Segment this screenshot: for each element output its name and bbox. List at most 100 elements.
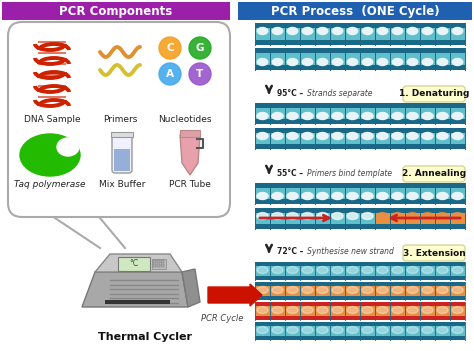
Text: PCR Cycle: PCR Cycle <box>201 314 243 323</box>
Circle shape <box>159 37 181 59</box>
Ellipse shape <box>437 326 448 333</box>
Ellipse shape <box>302 113 313 119</box>
Ellipse shape <box>272 27 283 34</box>
Ellipse shape <box>332 59 343 66</box>
Ellipse shape <box>257 27 268 34</box>
Ellipse shape <box>437 59 448 66</box>
Ellipse shape <box>347 306 358 313</box>
Ellipse shape <box>317 59 328 66</box>
Bar <box>255 224 465 229</box>
Ellipse shape <box>422 59 433 66</box>
Ellipse shape <box>422 212 433 219</box>
Bar <box>118 257 150 271</box>
Ellipse shape <box>377 306 388 313</box>
FancyBboxPatch shape <box>403 245 465 261</box>
Ellipse shape <box>302 27 313 34</box>
Ellipse shape <box>257 326 268 333</box>
Ellipse shape <box>347 212 358 219</box>
Ellipse shape <box>302 306 313 313</box>
Ellipse shape <box>422 27 433 34</box>
Ellipse shape <box>302 59 313 66</box>
Ellipse shape <box>272 266 283 273</box>
Ellipse shape <box>317 113 328 119</box>
Text: PCR Process  (ONE Cycle): PCR Process (ONE Cycle) <box>271 5 439 18</box>
Ellipse shape <box>272 306 283 313</box>
Bar <box>255 306 465 316</box>
Ellipse shape <box>347 27 358 34</box>
Ellipse shape <box>317 326 328 333</box>
Ellipse shape <box>437 266 448 273</box>
Bar <box>255 45 465 48</box>
Bar <box>390 213 405 224</box>
Bar <box>255 262 465 266</box>
Ellipse shape <box>392 192 403 199</box>
FancyArrow shape <box>208 284 262 306</box>
Text: 2. Annealing: 2. Annealing <box>402 170 466 179</box>
Ellipse shape <box>362 113 373 119</box>
Text: DNA Sample: DNA Sample <box>24 115 80 124</box>
Bar <box>330 213 345 224</box>
Bar <box>255 276 465 280</box>
Ellipse shape <box>302 326 313 333</box>
Bar <box>255 266 465 276</box>
Ellipse shape <box>437 132 448 139</box>
Ellipse shape <box>332 286 343 293</box>
Ellipse shape <box>287 192 298 199</box>
Bar <box>255 53 465 65</box>
Text: Nucleotides: Nucleotides <box>158 115 212 124</box>
Ellipse shape <box>422 113 433 119</box>
Ellipse shape <box>257 59 268 66</box>
Bar <box>255 286 465 296</box>
Ellipse shape <box>272 113 283 119</box>
Ellipse shape <box>422 326 433 333</box>
Ellipse shape <box>287 286 298 293</box>
Bar <box>255 28 465 40</box>
Bar <box>255 336 465 340</box>
Ellipse shape <box>272 286 283 293</box>
Bar <box>152 259 166 269</box>
Text: T: T <box>196 69 204 79</box>
Ellipse shape <box>407 306 418 313</box>
Ellipse shape <box>422 132 433 139</box>
Circle shape <box>189 63 211 85</box>
Polygon shape <box>82 272 188 307</box>
Ellipse shape <box>407 286 418 293</box>
Ellipse shape <box>392 326 403 333</box>
Ellipse shape <box>362 27 373 34</box>
Ellipse shape <box>422 266 433 273</box>
Text: 95°C –: 95°C – <box>277 88 306 98</box>
Ellipse shape <box>347 286 358 293</box>
Ellipse shape <box>452 132 463 139</box>
Bar <box>114 149 130 171</box>
Bar <box>255 65 465 70</box>
Text: G: G <box>196 43 204 53</box>
Polygon shape <box>180 135 200 175</box>
Ellipse shape <box>407 132 418 139</box>
Ellipse shape <box>302 266 313 273</box>
Bar <box>255 103 465 108</box>
Bar <box>105 300 170 304</box>
Ellipse shape <box>452 27 463 34</box>
Text: Synthesise new strand: Synthesise new strand <box>307 247 394 257</box>
Ellipse shape <box>347 59 358 66</box>
Ellipse shape <box>377 59 388 66</box>
Bar <box>255 326 465 336</box>
Text: 1. Denaturing: 1. Denaturing <box>399 90 469 99</box>
Ellipse shape <box>257 306 268 313</box>
Ellipse shape <box>362 59 373 66</box>
Text: 72°C –: 72°C – <box>277 247 306 257</box>
Ellipse shape <box>392 113 403 119</box>
Ellipse shape <box>362 212 373 219</box>
Ellipse shape <box>437 306 448 313</box>
Bar <box>405 213 420 224</box>
Ellipse shape <box>257 286 268 293</box>
Ellipse shape <box>377 27 388 34</box>
Bar <box>255 144 465 149</box>
Ellipse shape <box>272 59 283 66</box>
Bar <box>255 322 465 326</box>
Ellipse shape <box>302 286 313 293</box>
Bar <box>435 213 450 224</box>
Bar <box>285 213 300 224</box>
Ellipse shape <box>437 113 448 119</box>
Bar <box>270 213 285 224</box>
